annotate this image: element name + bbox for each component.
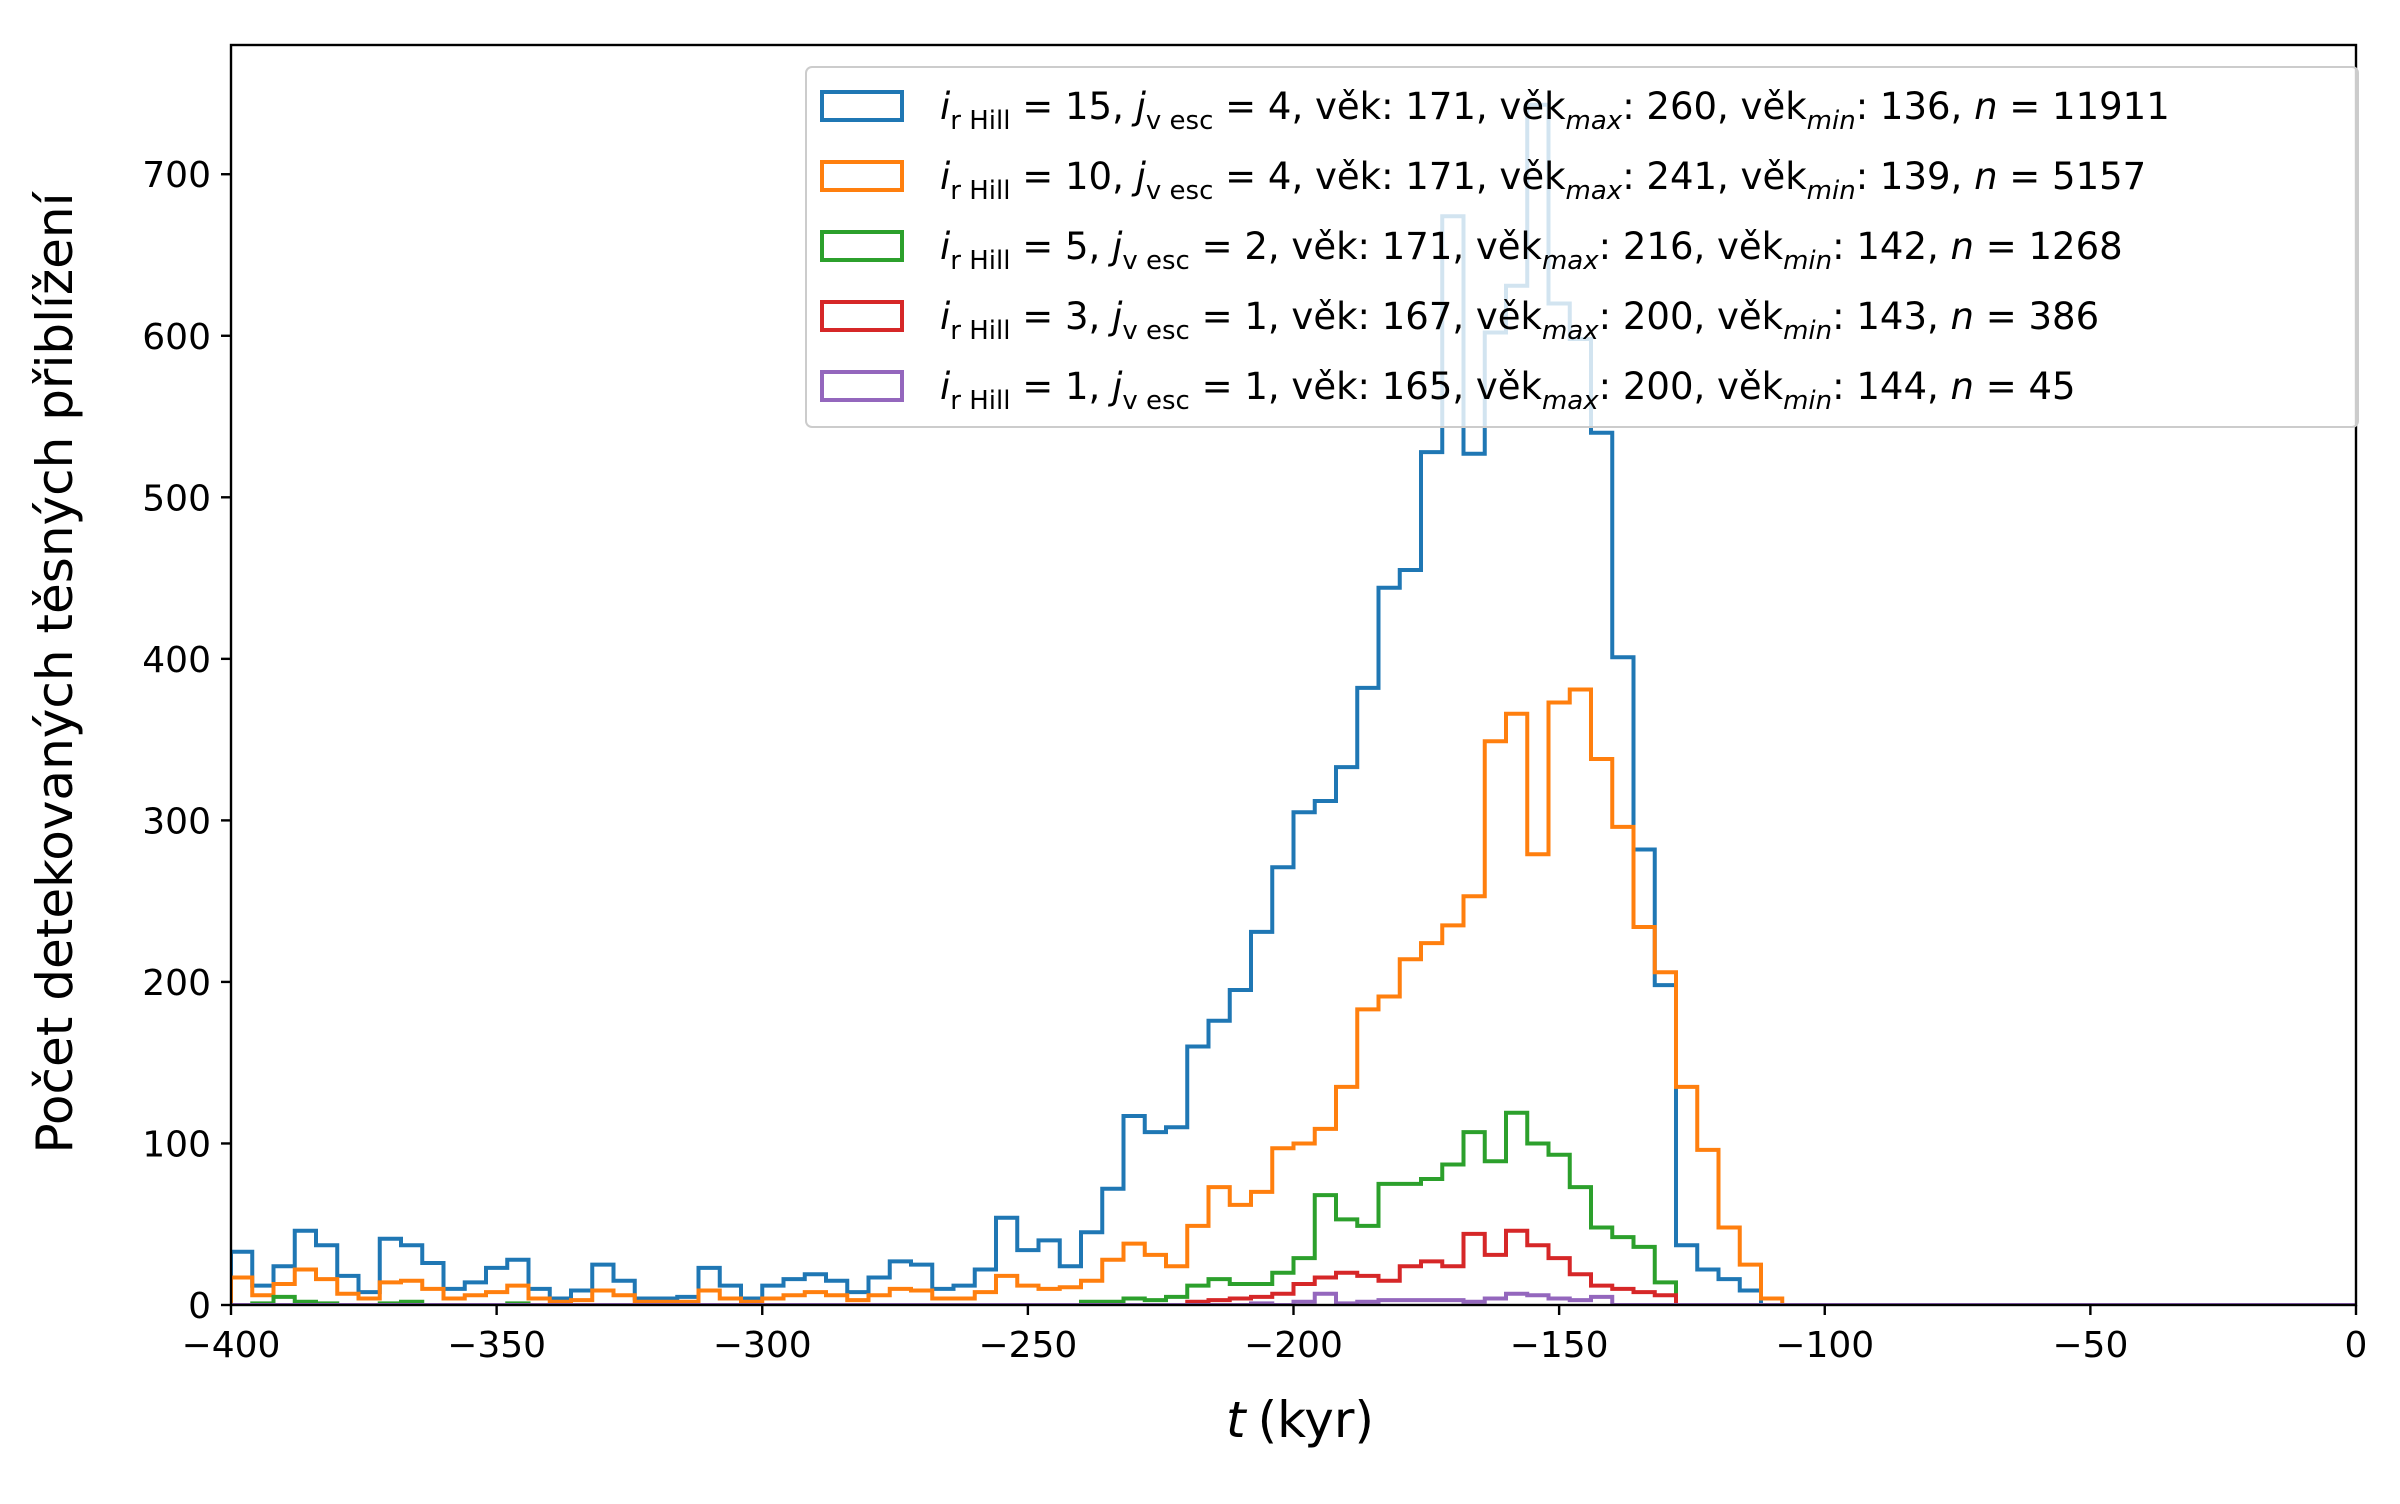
legend-swatch-1 [820,90,904,122]
x-tick-label: −100 [1775,1325,1874,1366]
axes-layer: −400 −350 −300 −250 −200 −150 −100 −50 0 0 100 200 3… [142,43,2368,1366]
histogram-series-2 [231,687,2356,1305]
y-axis-label: Počet detekovaných těsných přiblížení [26,190,84,1153]
legend-swatch-3 [820,230,904,262]
legend-swatch-2 [820,160,904,192]
y-tick-label: 100 [142,1124,211,1165]
legend-swatch-5 [820,370,904,402]
legend-frame [805,66,2359,428]
y-tick-label: 400 [142,640,211,681]
x-tick-label: −400 [182,1325,281,1366]
legend: ir Hill = 15, jv esc = 4, věk: 171, věkm… [805,66,2359,428]
y-tick-label: 500 [142,478,211,519]
x-axis-label: t (kyr) [1226,1391,1374,1449]
y-tick-label: 300 [142,801,211,842]
x-tick-label: −50 [2052,1325,2128,1366]
histogram-series-4 [231,1228,2356,1305]
histogram-series-5 [231,1291,2356,1305]
series-layer [231,102,2356,1305]
legend-label-1: ir Hill = 15, jv esc = 4, věk: 171, věkm… [940,85,2170,136]
x-tick-label: −300 [713,1325,812,1366]
legend-label-4: ir Hill = 3, jv esc = 1, věk: 167, věkma… [940,295,2099,346]
x-tick-label: −150 [1510,1325,1609,1366]
y-tick-label: 700 [142,155,211,196]
legend-label-2: ir Hill = 10, jv esc = 4, věk: 171, věkm… [940,155,2146,206]
y-tick-label: 600 [142,317,211,358]
legend-swatch-4 [820,300,904,332]
legend-label-3: ir Hill = 5, jv esc = 2, věk: 171, věkma… [940,225,2123,276]
x-tick-label: 0 [2345,1325,2368,1366]
legend-label-5: ir Hill = 1, jv esc = 1, věk: 165, věkma… [940,365,2076,416]
x-tick-label: −350 [447,1325,546,1366]
y-tick-label: 200 [142,963,211,1004]
x-tick-label: −200 [1244,1325,1343,1366]
x-tick-label: −250 [978,1325,1077,1366]
y-tick-label: 0 [188,1286,211,1327]
